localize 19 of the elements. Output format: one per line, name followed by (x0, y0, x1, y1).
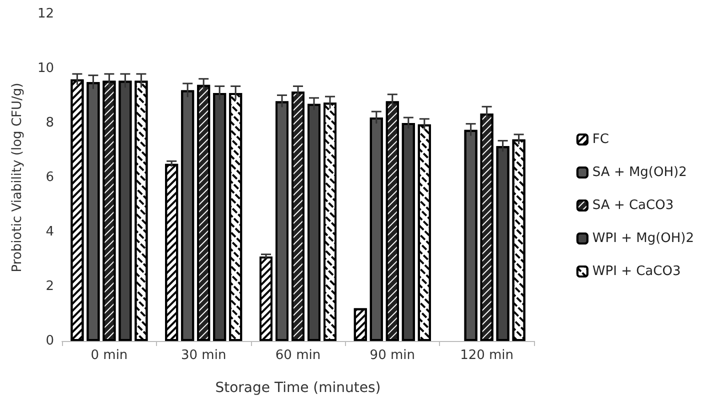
x-tick-label: 120 min (460, 348, 514, 363)
y-tick-label: 4 (46, 224, 54, 240)
x-axis-title: Storage Time (minutes) (215, 380, 381, 396)
y-tick-label: 8 (46, 116, 54, 130)
y-tick-label: 2 (46, 279, 54, 294)
y-tick-label: 12 (37, 6, 54, 22)
legend-label: WPI + CaCO3 (592, 264, 681, 279)
y-axis-title: Probiotic Viability (log CFU/g) (10, 82, 25, 272)
legend-label: FC (592, 132, 609, 147)
y-tick-label: 6 (46, 170, 54, 185)
x-tick-label: 0 min (90, 348, 128, 363)
x-tick-label: 30 min (181, 348, 226, 363)
y-tick-label: 0 (46, 334, 54, 348)
legend-label: SA + Mg(OH)2 (592, 165, 687, 180)
legend-label: SA + CaCO3 (592, 198, 674, 213)
legend-label: WPI + Mg(OH)2 (592, 231, 694, 246)
x-tick-label: 90 min (370, 348, 415, 363)
x-tick-label: 60 min (275, 348, 321, 363)
y-tick-label: 10 (37, 61, 54, 76)
